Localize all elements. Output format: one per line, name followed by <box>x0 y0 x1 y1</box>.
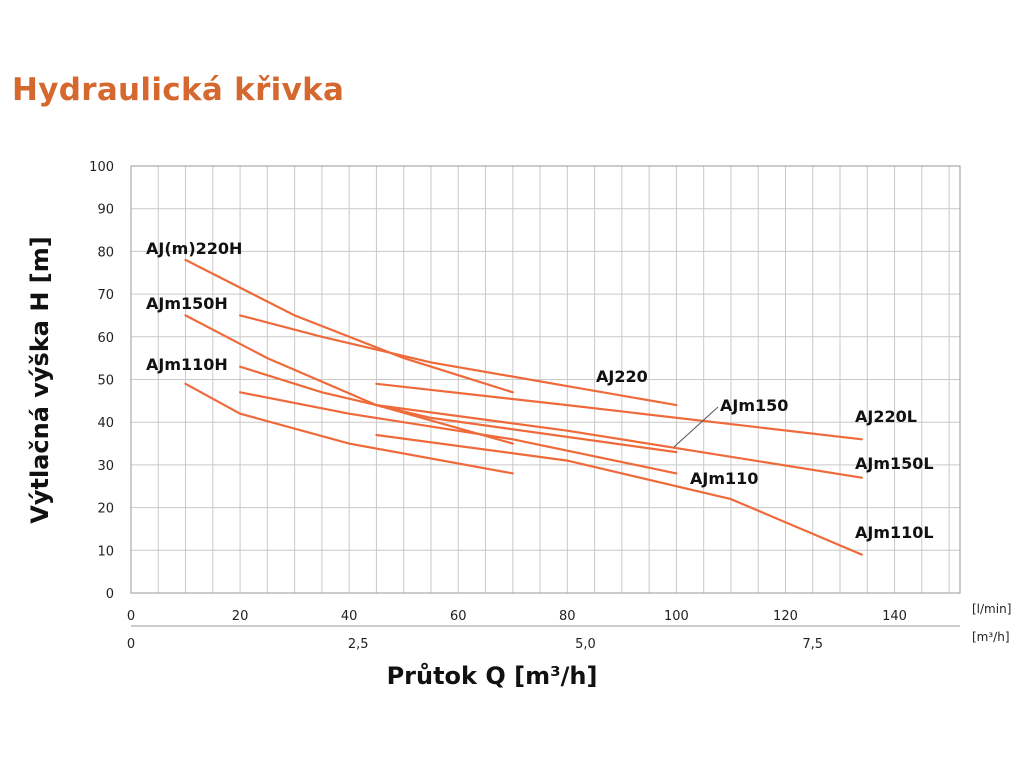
x-tick-label-lmin: 140 <box>882 609 907 624</box>
plot-border <box>130 165 961 594</box>
y-axis-title: Výtlačná výška H [m] <box>26 236 54 523</box>
x-axis-m3h-unit: [m³/h] <box>972 630 1010 644</box>
series-label-ajm110: AJm110 <box>690 469 758 488</box>
y-tick-label: 30 <box>97 459 114 474</box>
series-line-ajm110 <box>239 391 678 475</box>
x-tick-label-lmin: 120 <box>773 609 798 624</box>
y-tick-label: 90 <box>97 203 114 218</box>
x-axis-m3h-ticks: 0 2,5 5,0 7,5 <box>127 637 823 652</box>
y-tick-label: 50 <box>97 374 114 389</box>
x-tick-label-lmin: 80 <box>559 609 576 624</box>
y-tick-label: 70 <box>97 288 114 303</box>
x-axis-title: Průtok Q [m³/h] <box>387 662 598 690</box>
chart-grid <box>131 166 960 593</box>
x-tick-label-lmin: 20 <box>232 609 249 624</box>
series-label-ajm150: AJm150 <box>720 396 788 415</box>
series-label-ajm110h: AJm110H <box>146 355 228 374</box>
page-title: Hydraulická křivka <box>12 72 345 108</box>
series-line-aj220 <box>239 314 678 407</box>
annotation-leader-line <box>673 406 719 448</box>
series-line-aj-m-220h <box>184 258 514 394</box>
x-tick-label-m3h: 5,0 <box>575 637 596 652</box>
x-tick-label-m3h: 2,5 <box>348 637 369 652</box>
y-tick-label: 0 <box>106 587 114 602</box>
series-line-ajm110l <box>375 433 863 556</box>
y-axis-ticks: 0 10 20 30 40 50 60 70 80 90 100 <box>89 160 114 602</box>
series-label-ajm150l: AJm150L <box>855 454 934 473</box>
x-axis-lmin-unit: [l/min] <box>972 602 1011 616</box>
series-line-ajm150l <box>375 404 863 479</box>
x-tick-label-m3h: 7,5 <box>802 637 823 652</box>
series-line-aj220l <box>375 382 863 441</box>
x-tick-label-lmin: 100 <box>664 609 689 624</box>
plot-frame <box>130 165 961 627</box>
series-labels: AJ(m)220H AJm150H AJm110H AJ220 AJm150 AJm110… <box>146 239 934 542</box>
y-tick-label: 10 <box>97 544 114 559</box>
x-tick-label-lmin: 40 <box>341 609 358 624</box>
y-tick-label: 40 <box>97 416 114 431</box>
y-tick-label: 20 <box>97 502 114 517</box>
series-line-ajm110h <box>184 382 514 475</box>
x-tick-label-lmin: 60 <box>450 609 467 624</box>
y-tick-label: 100 <box>89 160 114 175</box>
y-tick-label: 80 <box>97 245 114 260</box>
series-label-aj220l: AJ220L <box>855 407 917 426</box>
y-tick-label: 60 <box>97 331 114 346</box>
series-label-aj-m-220h: AJ(m)220H <box>146 239 242 258</box>
x-tick-label-lmin: 0 <box>127 609 135 624</box>
series-line-ajm150h <box>184 314 514 445</box>
x-tick-label-m3h: 0 <box>127 637 135 652</box>
series-label-ajm150h: AJm150H <box>146 294 228 313</box>
chart-series <box>184 258 863 556</box>
series-label-ajm110l: AJm110L <box>855 523 934 542</box>
x-axis-lmin-ticks: 0 20 40 60 80 100 120 140 <box>127 609 907 624</box>
series-label-aj220: AJ220 <box>596 367 648 386</box>
